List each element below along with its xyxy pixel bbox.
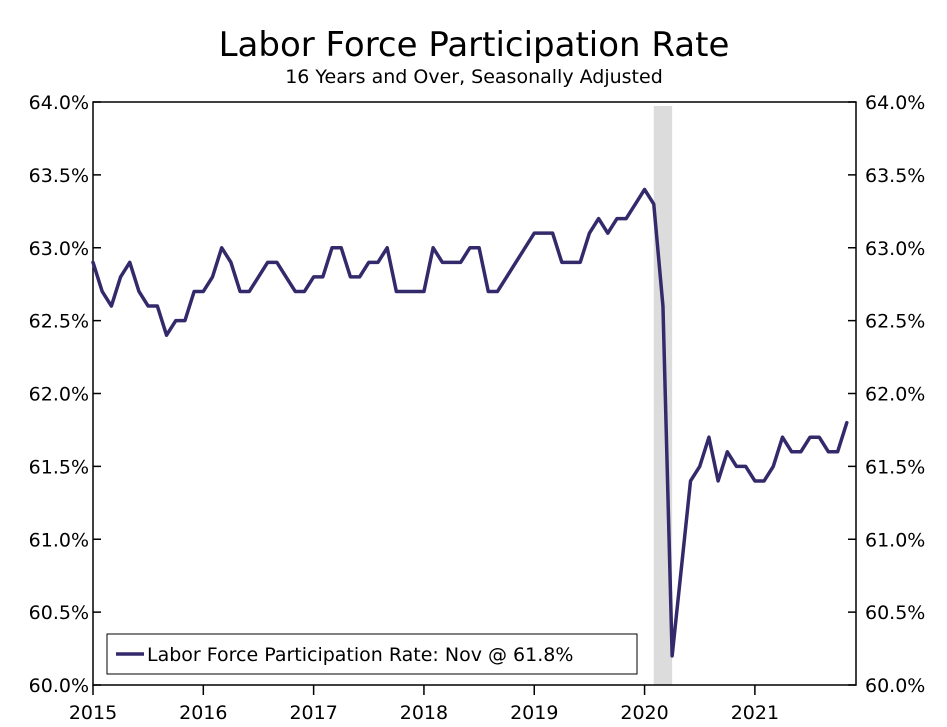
chart-title: Labor Force Participation Rate: [219, 25, 730, 65]
y-axis-ticks: 60.0% 60.0% 60.5% 60.5% 61.0% 61.0% 61.5% 61.5%…: [29, 92, 926, 697]
x-tick-label: 2016: [179, 702, 227, 724]
y-tick-label-left: 60.5%: [29, 602, 89, 624]
series-line: [91, 187, 849, 658]
plot-area-frame: [92, 101, 857, 686]
y-tick-label-right: 60.5%: [865, 602, 925, 624]
x-axis-ticks: 2015 2016 2017 2018 2019 2020 2021: [69, 685, 779, 724]
x-tick-label: 2019: [510, 702, 558, 724]
x-tick-label: 2018: [400, 702, 448, 724]
y-tick-label-right: 62.5%: [865, 311, 925, 333]
y-tick-label-right: 63.5%: [865, 165, 925, 187]
y-tick-label-left: 61.0%: [29, 529, 89, 551]
y-tick-label-left: 62.0%: [29, 384, 89, 406]
y-tick-label-left: 63.5%: [29, 165, 89, 187]
chart-subtitle: 16 Years and Over, Seasonally Adjusted: [285, 66, 663, 88]
x-tick-label: 2017: [289, 702, 337, 724]
y-tick-label-right: 63.0%: [865, 238, 925, 260]
y-tick-label-right: 61.0%: [865, 529, 925, 551]
x-tick-label: 2021: [731, 702, 779, 724]
y-tick-label-left: 64.0%: [29, 92, 89, 114]
y-tick-label-left: 63.0%: [29, 238, 89, 260]
legend-box: [106, 633, 638, 675]
y-tick-label-left: 62.5%: [29, 311, 89, 333]
y-tick-label-left: 60.0%: [29, 675, 89, 697]
series-layer: [91, 187, 849, 658]
y-tick-label-right: 64.0%: [865, 92, 925, 114]
legend-label: Labor Force Participation Rate: Nov @ 61…: [147, 644, 573, 666]
y-tick-label-left: 61.5%: [29, 456, 89, 478]
legend: Labor Force Participation Rate: Nov @ 61…: [106, 633, 638, 675]
x-tick-label: 2020: [620, 702, 668, 724]
x-tick-label: 2015: [69, 702, 117, 724]
y-tick-label-right: 60.0%: [865, 675, 925, 697]
y-tick-label-right: 62.0%: [865, 384, 925, 406]
y-tick-label-right: 61.5%: [865, 456, 925, 478]
